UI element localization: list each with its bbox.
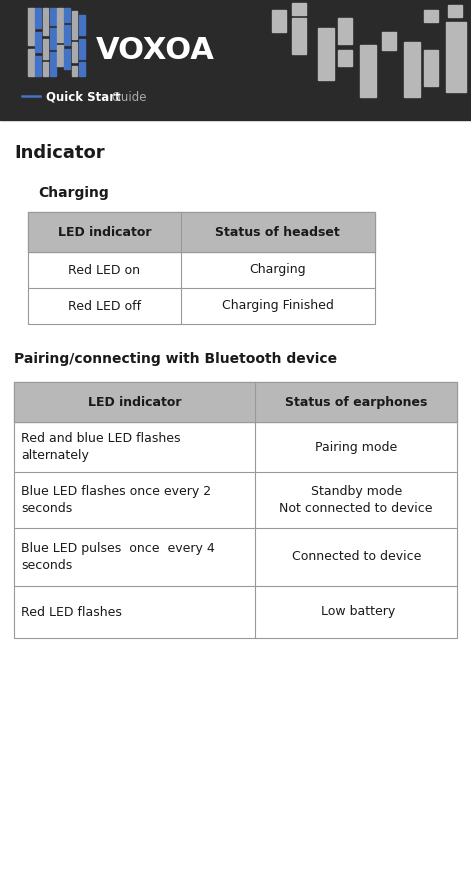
Bar — [0, 0, 471, 120]
Text: Red LED off: Red LED off — [68, 299, 141, 313]
Bar — [28, 212, 375, 324]
Bar — [318, 28, 334, 80]
Bar — [50, 52, 56, 76]
Text: LED indicator: LED indicator — [88, 395, 181, 408]
Bar — [50, 8, 56, 25]
Text: Status of earphones: Status of earphones — [285, 395, 427, 408]
Text: VOXOA: VOXOA — [96, 35, 215, 65]
Text: Guide: Guide — [108, 90, 146, 104]
Bar — [338, 18, 352, 44]
Bar — [424, 10, 438, 22]
Bar — [50, 28, 56, 49]
Text: Low battery: Low battery — [317, 605, 395, 618]
Text: Pairing/connecting with Bluetooth device: Pairing/connecting with Bluetooth device — [14, 352, 337, 366]
Bar — [360, 45, 376, 97]
Bar — [14, 382, 457, 638]
Bar — [64, 49, 70, 69]
Bar — [72, 42, 77, 62]
Bar — [28, 212, 375, 252]
Bar — [28, 8, 34, 45]
Bar — [35, 8, 41, 28]
Text: LED indicator: LED indicator — [57, 226, 151, 238]
Text: Red LED flashes: Red LED flashes — [21, 605, 122, 618]
Text: Charging: Charging — [250, 263, 306, 276]
Bar — [382, 32, 396, 50]
Bar — [338, 50, 352, 66]
Text: Blue LED flashes once every 2
seconds: Blue LED flashes once every 2 seconds — [21, 485, 211, 515]
Bar — [64, 8, 70, 21]
Bar — [28, 49, 34, 76]
Bar — [42, 62, 48, 76]
Bar — [79, 39, 84, 59]
Text: Indicator: Indicator — [14, 144, 105, 162]
Text: Pairing mode: Pairing mode — [315, 440, 398, 454]
Bar — [14, 382, 457, 422]
Bar — [79, 15, 84, 35]
Text: Connected to device: Connected to device — [292, 550, 421, 563]
Bar — [35, 32, 41, 52]
Bar — [35, 56, 41, 76]
Bar — [446, 22, 466, 92]
Text: Charging: Charging — [38, 186, 109, 200]
Bar — [292, 3, 306, 15]
Bar — [72, 12, 77, 39]
Text: Quick Start: Quick Start — [46, 90, 121, 104]
Bar — [64, 25, 70, 45]
Bar — [272, 10, 286, 32]
Bar — [404, 42, 420, 97]
Text: Blue LED pulses  once  every 4
seconds: Blue LED pulses once every 4 seconds — [21, 542, 215, 572]
Text: Standby mode
Not connected to device: Standby mode Not connected to device — [279, 485, 433, 515]
Bar — [72, 66, 77, 76]
Text: Red LED on: Red LED on — [68, 263, 140, 276]
Bar — [292, 18, 306, 54]
Text: Status of headset: Status of headset — [215, 226, 340, 238]
Bar — [79, 62, 84, 76]
Text: Charging Finished: Charging Finished — [222, 299, 334, 313]
Bar — [42, 39, 48, 59]
Bar — [57, 45, 63, 66]
Bar — [448, 5, 462, 17]
Bar — [57, 8, 63, 42]
Text: Red and blue LED flashes
alternately: Red and blue LED flashes alternately — [21, 432, 180, 462]
Bar — [42, 8, 48, 35]
Bar — [424, 50, 438, 86]
